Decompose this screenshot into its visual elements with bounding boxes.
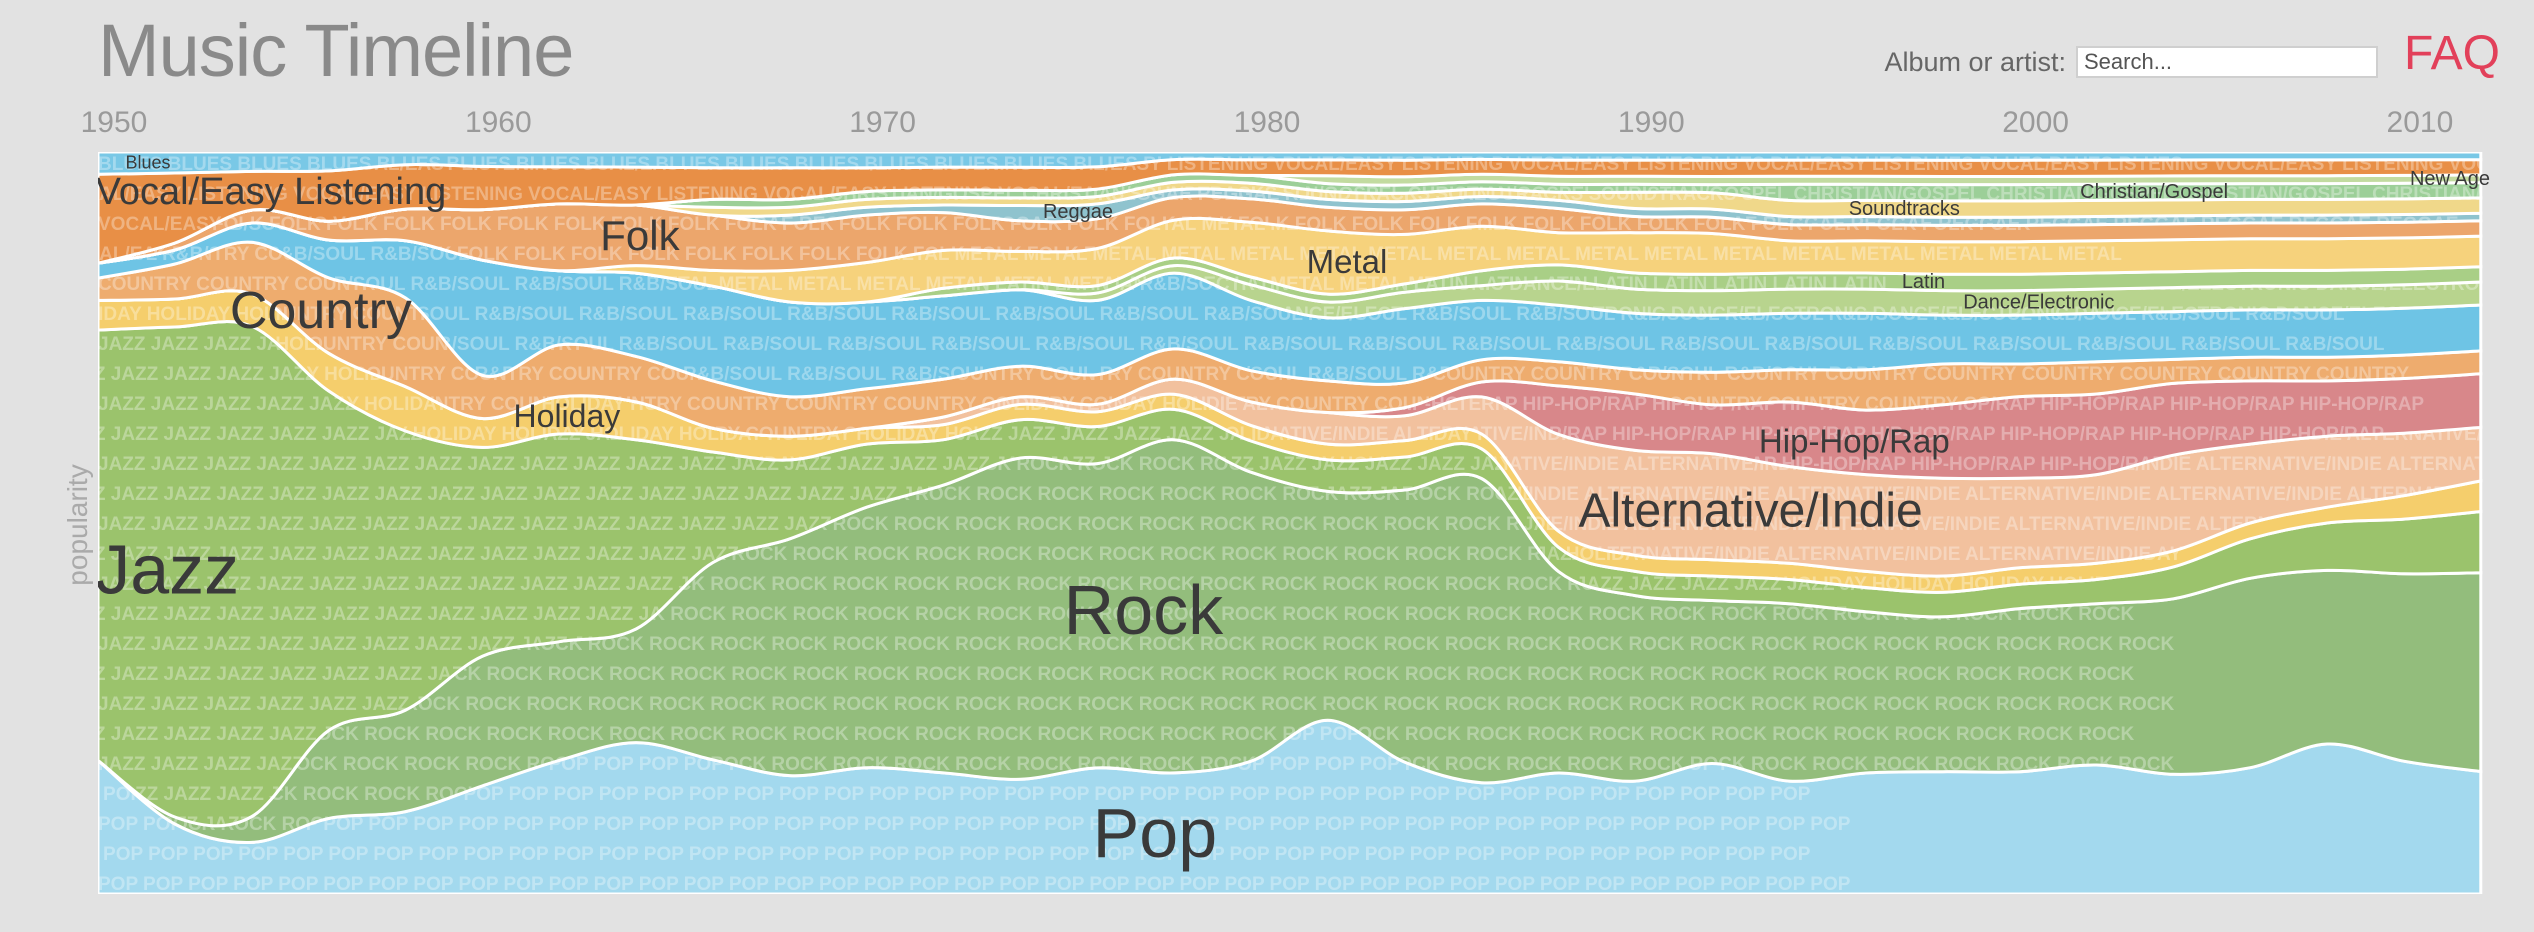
search-label: Album or artist:	[1884, 46, 2066, 77]
band-area-blues[interactable]	[98, 152, 2483, 176]
svg-text:ROCK ROCK ROCK ROCK RO: ROCK ROCK ROCK ROCK ROCK ROCK ROCK ROCK …	[98, 724, 2135, 745]
genre-label-pop[interactable]: Pop	[1093, 794, 1218, 872]
search-input[interactable]	[2076, 46, 2378, 78]
svg-text:ROCK ROCK ROCK ROCK RO: ROCK ROCK ROCK ROCK ROCK ROCK ROCK ROCK …	[98, 694, 2175, 715]
svg-text:POP POP POP POP POP: POP POP POP POP POP POP POP POP POP POP …	[98, 814, 1851, 835]
faq-link[interactable]: FAQ	[2403, 27, 2500, 80]
genre-label-vocal-easy-listening[interactable]: Vocal/Easy Listening	[98, 171, 446, 213]
genre-label-country[interactable]: Country	[230, 282, 412, 340]
genre-label-jazz[interactable]: Jazz	[98, 530, 239, 608]
genre-label-hip-hop-rap[interactable]: Hip-Hop/Rap	[1759, 423, 1950, 460]
search-bar: Album or artist:	[1884, 46, 2378, 78]
svg-text:COUNTRY COUNTRY COUNTRY: COUNTRY COUNTRY COUNTRY COUNTRY COUNTRY …	[98, 394, 2450, 415]
year-tick-1980: 1980	[1233, 106, 1301, 139]
streamgraph[interactable]: POP POP POP POP POP POP POP POP POP POP …	[98, 152, 2500, 894]
year-tick-2010: 2010	[2386, 106, 2454, 139]
genre-label-metal[interactable]: Metal	[1307, 243, 1388, 280]
svg-text:JAZZ JAZZ JAZZ JAZZ JA: JAZZ JAZZ JAZZ JAZZ JAZZ JAZZ JAZZ JAZZ …	[98, 454, 1888, 475]
year-tick-1970: 1970	[849, 106, 916, 139]
genre-label-latin[interactable]: Latin	[1902, 271, 1945, 293]
genre-label-holiday[interactable]: Holiday	[514, 398, 621, 434]
svg-text:R&B/SOUL R&B/SOUL R&B/SOUL: R&B/SOUL R&B/SOUL R&B/SOUL R&B/SOUL R&B/…	[98, 334, 2385, 355]
genre-label-blues[interactable]: Blues	[125, 153, 170, 173]
svg-text:ROCK ROCK ROCK ROCK RO: ROCK ROCK ROCK ROCK ROCK ROCK ROCK ROCK …	[98, 664, 2135, 685]
genre-label-dance-electronic[interactable]: Dance/Electronic	[1963, 291, 2114, 313]
genre-label-soundtracks[interactable]: Soundtracks	[1849, 198, 1960, 220]
svg-text:POP POP POP POP POP: POP POP POP POP POP POP POP POP POP POP …	[98, 784, 1811, 805]
genre-label-folk[interactable]: Folk	[600, 212, 680, 259]
year-tick-1950: 1950	[80, 106, 148, 139]
y-axis-label: popularity	[62, 464, 93, 586]
genre-label-christian-gospel[interactable]: Christian/Gospel	[2080, 181, 2228, 203]
genre-label-rock[interactable]: Rock	[1064, 571, 1224, 649]
app-title: Music Timeline	[98, 9, 574, 92]
genre-label-reggae[interactable]: Reggae	[1043, 201, 1113, 223]
year-tick-1960: 1960	[464, 106, 532, 139]
svg-text:POP POP POP POP POP: POP POP POP POP POP POP POP POP POP POP …	[98, 874, 1851, 894]
year-tick-2000: 2000	[2002, 106, 2069, 139]
svg-text:ROCK ROCK ROCK ROCK RO: ROCK ROCK ROCK ROCK ROCK ROCK ROCK ROCK …	[98, 634, 2175, 655]
year-tick-1990: 1990	[1617, 106, 1685, 139]
genre-label-alternative-indie[interactable]: Alternative/Indie	[1578, 484, 1922, 537]
svg-text:FOLK FOLK FOLK FOLK FO: FOLK FOLK FOLK FOLK FOLK FOLK FOLK FOLK …	[98, 214, 2031, 235]
svg-text:POP POP POP POP POP: POP POP POP POP POP POP POP POP POP POP …	[98, 844, 1811, 865]
genre-label-new-age[interactable]: New Age	[2410, 168, 2490, 190]
